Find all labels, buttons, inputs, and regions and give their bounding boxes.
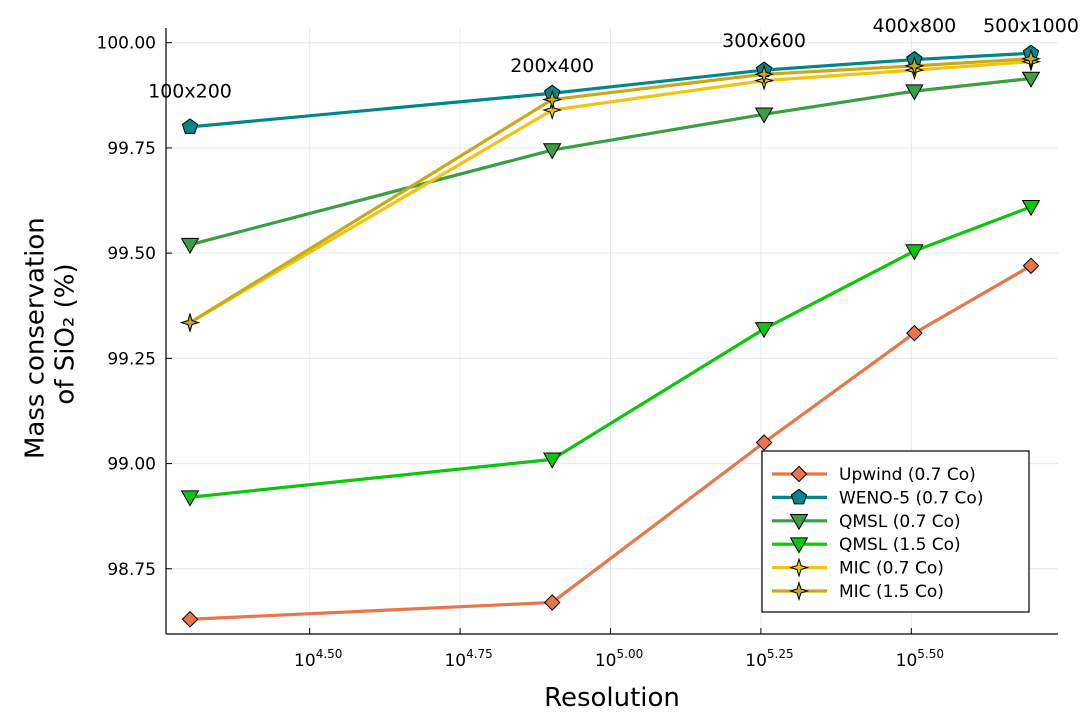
y-tick-label: 99.00 bbox=[107, 455, 156, 475]
legend-label: MIC (0.7 Co) bbox=[839, 559, 944, 579]
x-tick-exponent: 5.25 bbox=[767, 647, 794, 661]
x-tick-base: 10 bbox=[595, 651, 617, 671]
y-tick-labels: 98.75 99.00 99.25 99.50 99.75 100.00 bbox=[97, 34, 172, 580]
x-tick-label: 10 bbox=[595, 651, 617, 671]
y-tick-label: 99.75 bbox=[107, 139, 156, 159]
resolution-annotation: 300x600 bbox=[722, 30, 806, 52]
resolution-annotation: 100x200 bbox=[148, 80, 232, 102]
resolution-annotation: 200x400 bbox=[510, 55, 594, 77]
x-tick-base: 10 bbox=[896, 651, 918, 671]
x-tick-base: 10 bbox=[444, 651, 466, 671]
x-tick-base: 10 bbox=[745, 651, 767, 671]
x-tick-label: 10 bbox=[896, 651, 918, 671]
legend-label: QMSL (0.7 Co) bbox=[839, 512, 961, 532]
y-tick-label: 100.00 bbox=[97, 34, 156, 54]
y-tick-label: 99.50 bbox=[107, 244, 156, 264]
y-tick-label: 98.75 bbox=[107, 560, 156, 580]
data-point-marker bbox=[756, 323, 773, 338]
y-axis-title-line-1: Mass conservation bbox=[20, 217, 50, 459]
legend-label: Upwind (0.7 Co) bbox=[839, 465, 976, 485]
x-axis-title: Resolution bbox=[544, 683, 680, 712]
x-tick-base: 10 bbox=[294, 651, 316, 671]
legend-label: MIC (1.5 Co) bbox=[839, 582, 944, 602]
legend: Upwind (0.7 Co) WENO-5 (0.7 Co) QMSL (0.7 … bbox=[762, 451, 1029, 612]
data-point-marker bbox=[182, 119, 197, 133]
x-tick-exponent: 4.75 bbox=[466, 647, 493, 661]
y-tick-label: 99.25 bbox=[107, 349, 156, 369]
data-point-marker bbox=[182, 314, 199, 331]
data-point-marker bbox=[1023, 258, 1038, 273]
x-tick-exponent: 5.00 bbox=[617, 647, 644, 661]
data-point-marker bbox=[182, 491, 199, 506]
legend-label: QMSL (1.5 Co) bbox=[839, 535, 961, 555]
data-point-marker bbox=[906, 245, 923, 260]
resolution-annotation: 400x800 bbox=[873, 15, 957, 37]
x-tick-label: 10 bbox=[444, 651, 466, 671]
legend-label: WENO-5 (0.7 Co) bbox=[839, 488, 983, 508]
y-axis-title-line-2: of SiO₂ (%) bbox=[50, 263, 80, 404]
x-tick-label: 10 bbox=[745, 651, 767, 671]
x-tick-label: 10 bbox=[294, 651, 316, 671]
resolution-annotation: 500x1000 bbox=[983, 15, 1079, 37]
x-tick-exponent: 5.50 bbox=[917, 647, 944, 661]
data-point-marker bbox=[182, 612, 197, 627]
data-point-marker bbox=[182, 238, 199, 253]
x-tick-exponent: 4.50 bbox=[316, 647, 343, 661]
y-axis-title: Mass conservation of SiO₂ (%) bbox=[20, 209, 80, 459]
